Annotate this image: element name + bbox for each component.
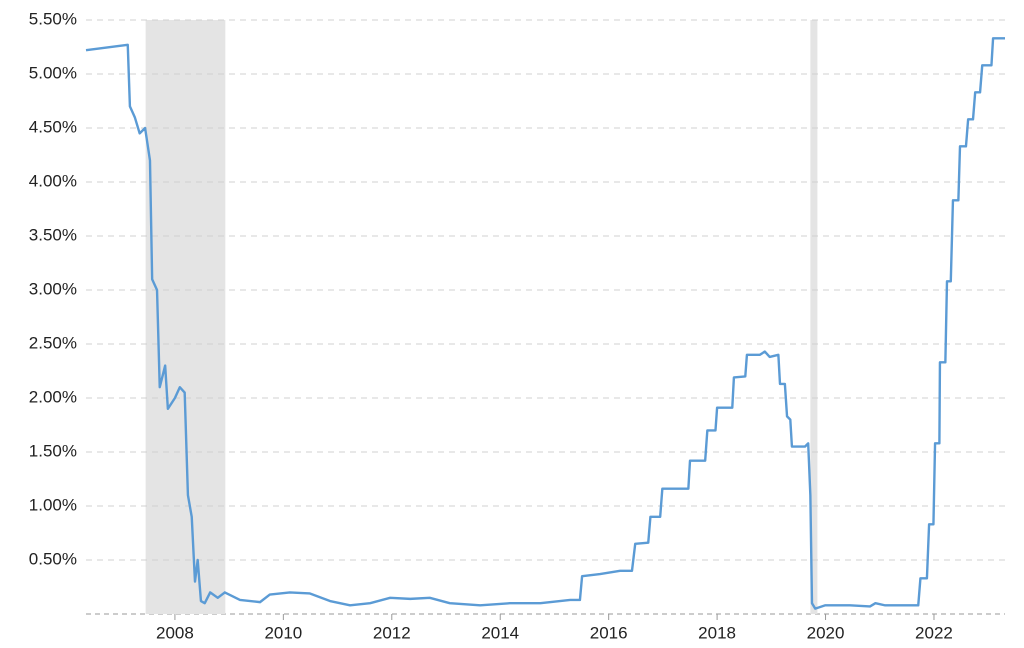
x-tick-label: 2014 bbox=[481, 623, 519, 642]
x-tick-label: 2018 bbox=[698, 623, 736, 642]
x-tick-label: 2008 bbox=[156, 623, 194, 642]
y-tick-label: 3.00% bbox=[29, 279, 77, 298]
data-line bbox=[85, 37, 1005, 610]
recession-band bbox=[810, 20, 818, 614]
y-tick-label: 3.50% bbox=[29, 225, 77, 244]
y-tick-label: 1.50% bbox=[29, 441, 77, 460]
y-tick-label: 2.50% bbox=[29, 333, 77, 352]
x-tick-label: 2012 bbox=[373, 623, 411, 642]
y-tick-label: 5.50% bbox=[29, 9, 77, 28]
x-tick-label: 2020 bbox=[807, 623, 845, 642]
y-tick-label: 4.50% bbox=[29, 117, 77, 136]
x-tick-label: 2022 bbox=[915, 623, 953, 642]
y-tick-label: 2.00% bbox=[29, 387, 77, 406]
y-tick-label: 0.50% bbox=[29, 549, 77, 568]
y-tick-label: 5.00% bbox=[29, 63, 77, 82]
y-tick-label: 1.00% bbox=[29, 495, 77, 514]
y-tick-label: 4.00% bbox=[29, 171, 77, 190]
x-tick-label: 2010 bbox=[264, 623, 302, 642]
x-tick-label: 2016 bbox=[590, 623, 628, 642]
